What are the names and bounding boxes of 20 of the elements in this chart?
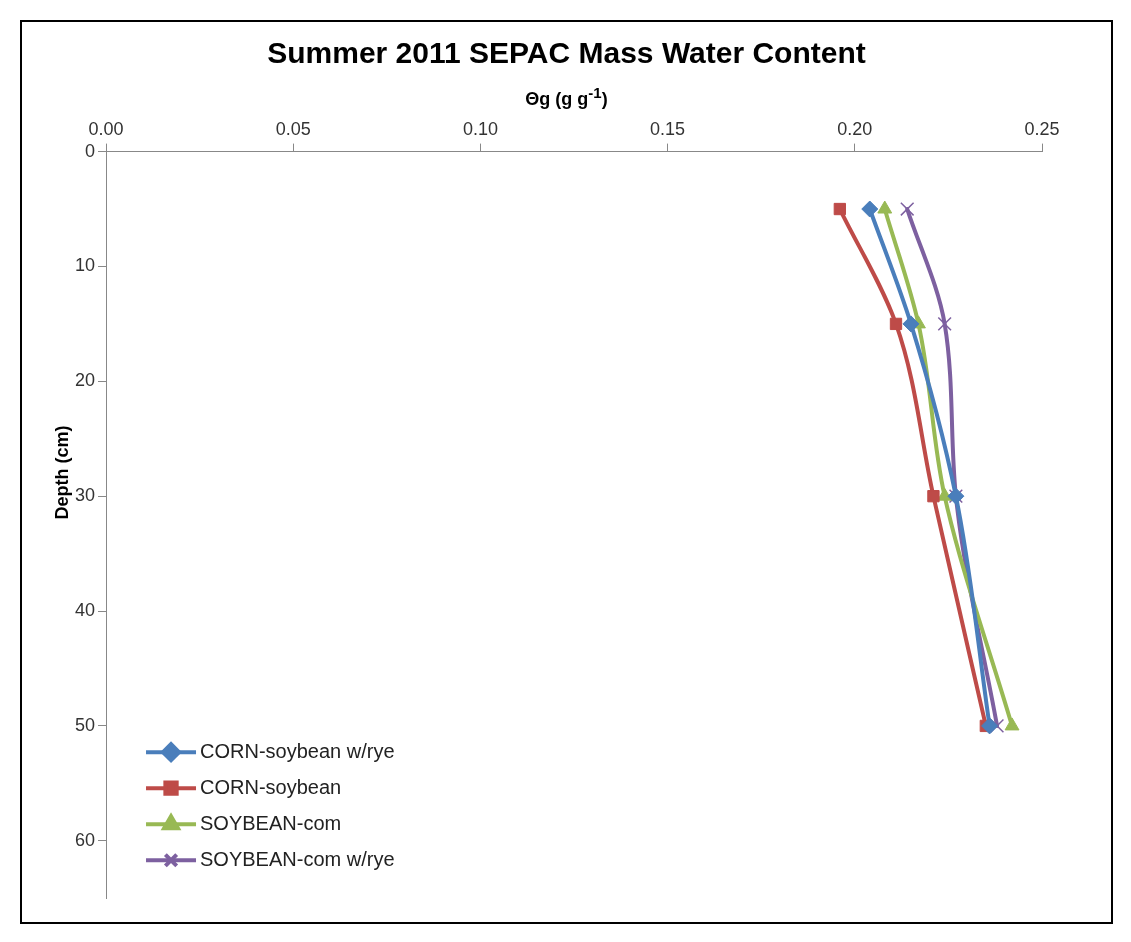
y-tick-label: 60 — [74, 829, 96, 850]
y-tick-label: 10 — [74, 255, 96, 276]
x-axis-title: Θg (g g$^{-1}$) — [524, 84, 609, 110]
x-tick-label: 0.10 — [462, 118, 498, 139]
y-axis-title: Depth (cm) — [51, 424, 73, 522]
chart-title: Summer 2011 SEPAC Mass Water Content — [266, 36, 867, 70]
x-tick-label: 0.20 — [837, 118, 873, 139]
legend-label: SOYBEAN-com — [200, 811, 342, 834]
legend-label: CORN-soybean w/rye — [200, 739, 395, 762]
y-tick-label: 0 — [85, 140, 96, 161]
y-tick-label: 40 — [74, 600, 96, 621]
x-tick-label: 0.25 — [1024, 118, 1060, 139]
x-tick-label: 0.05 — [275, 118, 311, 139]
y-tick-label: 50 — [74, 714, 96, 735]
legend-label: SOYBEAN-com w/rye — [200, 847, 395, 870]
x-tick-label: 0.15 — [650, 118, 686, 139]
x-tick-label: 0.00 — [88, 118, 124, 139]
legend-label: CORN-soybean — [200, 775, 342, 798]
y-tick-label: 20 — [74, 370, 96, 391]
y-tick-label: 30 — [74, 485, 96, 506]
